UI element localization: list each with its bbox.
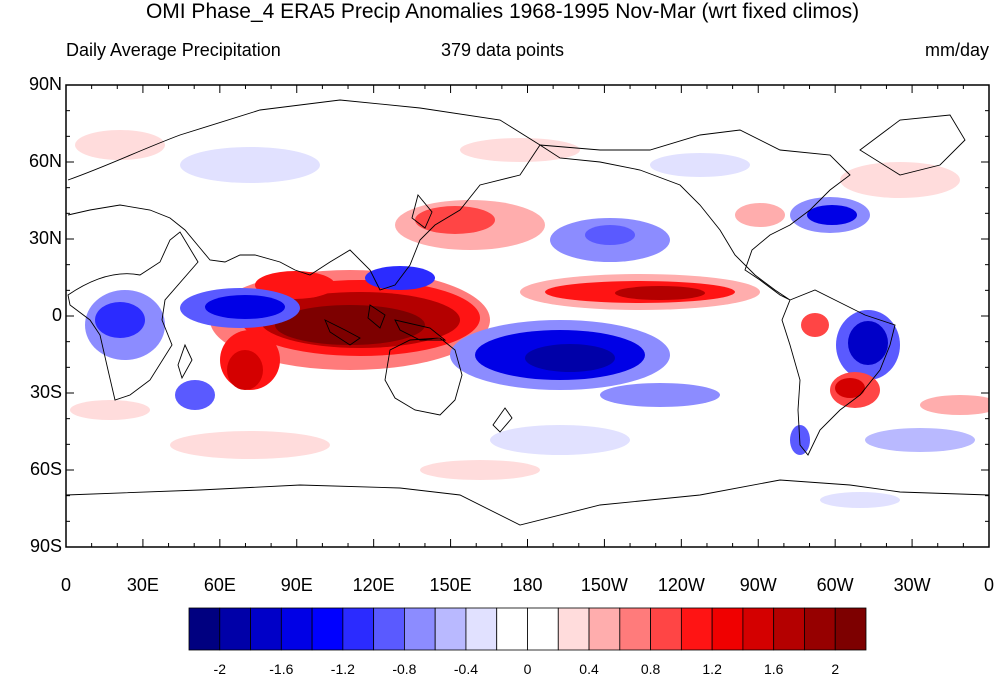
lon-tick-label: 0: [60, 575, 72, 595]
colorbar-tick-label: 1.6: [763, 661, 784, 677]
anomaly-patch: [807, 205, 857, 225]
anomaly-patch: [415, 206, 495, 234]
anomaly-patch: [920, 395, 989, 415]
colorbar-swatch: [742, 607, 775, 651]
lon-tick-label: 180: [512, 575, 543, 595]
colorbar-tick-label: 0.8: [640, 661, 661, 677]
lon-tick-label: 150E: [429, 575, 472, 595]
colorbar-swatch: [434, 607, 467, 651]
lon-tick-label: 60W: [816, 575, 854, 595]
anomaly-patch: [585, 225, 635, 245]
colorbar-tick-label: 1.2: [702, 661, 722, 677]
lat-tick-label: 30S: [29, 382, 62, 402]
lon-tick-label: 0: [983, 575, 995, 595]
anomaly-patch: [175, 380, 215, 410]
anomaly-patch: [460, 138, 580, 162]
colorbar-swatch: [557, 607, 590, 651]
colorbar-swatch: [619, 607, 651, 651]
anomaly-patch: [865, 428, 975, 452]
colorbar-swatch: [527, 607, 559, 651]
anomaly-patch: [170, 431, 330, 459]
anomaly-patch: [600, 383, 720, 407]
colorbar-swatch: [250, 607, 282, 651]
colorbar-swatch: [219, 607, 251, 651]
colorbar-swatch: [804, 607, 836, 651]
subtitle-units: mm/day: [924, 40, 989, 60]
anomaly-patch: [420, 460, 540, 480]
coastlines: [66, 99, 989, 526]
lat-tick-label: 90S: [29, 536, 62, 556]
lon-tick-label: 150W: [580, 575, 628, 595]
colorbar-swatch: [373, 607, 405, 651]
anomaly-patch: [820, 492, 900, 508]
lat-tick-label: 90N: [28, 74, 62, 94]
lat-tick-label: 60S: [29, 459, 62, 479]
anomaly-patch: [840, 162, 960, 198]
chart-title: OMI Phase_4 ERA5 Precip Anomalies 1968-1…: [145, 0, 860, 23]
lon-tick-label: 120E: [352, 575, 395, 595]
colorbar-tick-label: -2: [213, 661, 226, 677]
anomaly-patch: [490, 425, 630, 455]
lat-tick-label: 0: [51, 305, 62, 325]
axis-ticks: [65, 84, 990, 548]
colorbar-tick-label: -0.4: [453, 661, 479, 677]
lon-tick-label: 120W: [657, 575, 705, 595]
anomaly-patch: [650, 153, 750, 177]
colorbar-tick-label: 2: [831, 661, 840, 677]
colorbar-swatch: [342, 607, 375, 651]
anomaly-patch: [801, 313, 829, 337]
anomaly-patch: [205, 295, 285, 319]
anomaly-patch: [735, 203, 785, 227]
colorbar-swatch: [404, 607, 436, 651]
anomaly-patch: [95, 302, 145, 338]
lon-tick-label: 60E: [203, 575, 236, 595]
anomaly-patch: [525, 344, 615, 372]
colorbar-swatch: [496, 607, 528, 651]
lon-tick-label: 30E: [126, 575, 159, 595]
colorbar-tick-label: -1.2: [330, 661, 355, 677]
colorbar-tick-label: 0: [523, 661, 532, 677]
anomaly-patch: [275, 305, 425, 345]
lat-tick-label: 60N: [28, 151, 62, 171]
lon-tick-label: 90E: [280, 575, 313, 595]
colorbar: [188, 607, 867, 651]
anomaly-field: [66, 85, 989, 547]
colorbar-swatch: [188, 607, 221, 651]
colorbar-tick-label: -1.6: [269, 661, 294, 677]
anomaly-patch: [70, 400, 150, 420]
anomaly-patch: [75, 130, 165, 160]
colorbar-tick-label: -0.8: [392, 661, 417, 677]
colorbar-swatch: [311, 607, 344, 651]
colorbar-swatch: [650, 607, 682, 651]
anomaly-patch: [180, 147, 320, 183]
subtitle-count: 379 data points: [440, 40, 565, 60]
colorbar-swatch: [465, 607, 498, 651]
anomaly-patch: [615, 286, 705, 300]
colorbar-swatch: [588, 607, 621, 651]
colorbar-tick-label: 0.4: [579, 661, 599, 677]
lat-tick-label: 30N: [28, 228, 62, 248]
subtitle-variable: Daily Average Precipitation: [66, 40, 281, 60]
colorbar-swatch: [280, 607, 313, 651]
anomaly-patch: [227, 350, 263, 390]
anomaly-patch: [848, 321, 888, 365]
colorbar-swatch: [711, 607, 744, 651]
colorbar-swatch: [834, 607, 867, 651]
colorbar-swatch: [680, 607, 713, 651]
lon-tick-label: 90W: [739, 575, 777, 595]
lon-tick-label: 30W: [893, 575, 931, 595]
colorbar-swatch: [773, 607, 805, 651]
anomaly-patch: [835, 378, 865, 398]
